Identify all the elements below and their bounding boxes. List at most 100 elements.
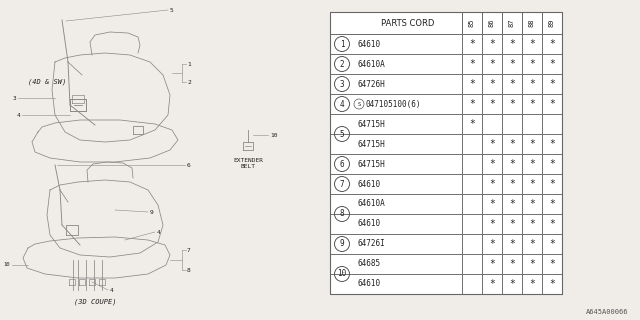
Bar [522,74,542,94]
Text: EXTENDER
BELT: EXTENDER BELT [233,158,263,169]
Text: *: * [529,219,535,229]
Bar [542,74,562,94]
Bar [502,74,522,94]
Text: *: * [509,179,515,189]
Text: *: * [469,39,475,49]
Text: *: * [529,179,535,189]
Text: *: * [489,219,495,229]
Text: 7: 7 [340,180,344,188]
Bar [542,94,562,114]
Bar [542,54,562,74]
Bar [522,194,542,214]
Bar [542,254,562,274]
Text: 4: 4 [157,229,161,235]
Bar [482,74,502,94]
Text: 3: 3 [340,79,344,89]
Text: 64610: 64610 [358,220,381,228]
Text: *: * [549,239,555,249]
Text: *: * [509,159,515,169]
Text: *: * [489,39,495,49]
Bar [542,114,562,134]
Bar [462,274,482,294]
Text: *: * [469,99,475,109]
Text: 9: 9 [150,210,154,214]
Text: *: * [549,99,555,109]
Text: *: * [529,79,535,89]
Bar [502,214,522,234]
Text: *: * [489,139,495,149]
Text: 10: 10 [270,132,278,138]
Text: 6: 6 [187,163,191,167]
Text: 2: 2 [187,79,191,84]
Bar [542,274,562,294]
Text: 4: 4 [340,100,344,108]
Text: *: * [549,79,555,89]
Text: 64715H: 64715H [358,119,386,129]
Bar [462,34,482,54]
Bar [462,94,482,114]
Text: *: * [489,279,495,289]
Bar [330,254,462,274]
Text: *: * [549,159,555,169]
Bar [330,174,462,194]
Text: 6: 6 [340,159,344,169]
Text: 1: 1 [340,39,344,49]
Text: *: * [549,139,555,149]
Text: 64726I: 64726I [358,239,386,249]
Bar [482,34,502,54]
Bar [482,194,502,214]
Bar [462,254,482,274]
Text: *: * [509,39,515,49]
Bar [522,254,542,274]
Bar [542,34,562,54]
Bar [502,134,522,154]
Text: *: * [549,219,555,229]
Text: *: * [489,159,495,169]
Bar [542,134,562,154]
Text: 64726H: 64726H [358,79,386,89]
Text: 4: 4 [110,287,114,292]
Text: 047105100(6): 047105100(6) [365,100,420,108]
Text: *: * [529,199,535,209]
Text: PARTS CORD: PARTS CORD [381,19,435,28]
Bar [502,94,522,114]
Text: 3: 3 [12,95,16,100]
Bar [502,274,522,294]
Bar [482,174,502,194]
Text: 86: 86 [489,19,495,27]
Text: *: * [489,179,495,189]
Text: 8: 8 [340,210,344,219]
Text: 64715H: 64715H [358,140,386,148]
Text: 4: 4 [16,113,20,117]
Bar [502,234,522,254]
Bar [330,34,462,54]
Text: 9: 9 [340,239,344,249]
Text: 64610: 64610 [358,180,381,188]
Text: 1: 1 [187,61,191,67]
Text: 5: 5 [340,130,344,139]
Text: 10: 10 [3,262,10,268]
Bar [542,234,562,254]
Bar [462,54,482,74]
Text: *: * [509,99,515,109]
Text: 64715H: 64715H [358,159,386,169]
Bar [330,54,462,74]
Text: *: * [489,239,495,249]
Bar [482,254,502,274]
Text: 64685: 64685 [358,260,381,268]
Text: *: * [529,99,535,109]
Bar [502,154,522,174]
Bar [502,34,522,54]
Bar [330,234,462,254]
Bar [482,274,502,294]
Bar [462,234,482,254]
Bar [330,12,562,294]
Bar [502,254,522,274]
Bar [522,34,542,54]
Bar [330,154,462,174]
Text: *: * [509,139,515,149]
Text: *: * [549,199,555,209]
Bar [330,214,462,234]
Text: *: * [489,79,495,89]
Bar [330,134,462,154]
